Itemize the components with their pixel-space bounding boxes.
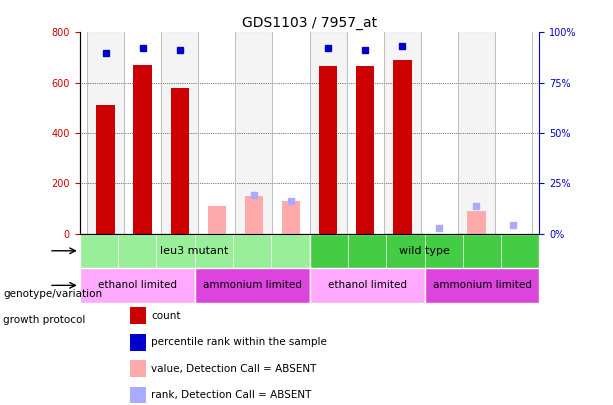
Bar (96, 105, 115, 234)
Bar (393, 60, 411, 234)
Bar (356, 66, 375, 234)
Text: percentile rank within the sample: percentile rank within the sample (151, 337, 327, 347)
Bar (134, 65, 152, 234)
Text: wild type: wild type (399, 246, 450, 256)
Bar (495, 32, 532, 234)
FancyBboxPatch shape (80, 268, 195, 303)
Text: rank, Detection Call = ABSENT: rank, Detection Call = ABSENT (151, 390, 311, 400)
Text: genotype/variation: genotype/variation (3, 289, 102, 298)
FancyBboxPatch shape (424, 268, 539, 303)
Bar (130, 386, 147, 403)
Bar (273, 32, 310, 234)
FancyBboxPatch shape (195, 268, 310, 303)
Bar (130, 307, 147, 324)
Bar (245, 196, 263, 234)
Bar (170, 88, 189, 234)
Text: leu3 mutant: leu3 mutant (161, 246, 229, 256)
Bar (199, 32, 235, 234)
Text: ammonium limited: ammonium limited (433, 280, 531, 290)
Bar (310, 32, 346, 234)
Bar (130, 334, 147, 351)
Bar (346, 32, 384, 234)
Bar (458, 32, 495, 234)
Bar (467, 211, 485, 234)
Bar (87, 32, 124, 234)
Text: ethanol limited: ethanol limited (327, 280, 406, 290)
Bar (235, 32, 273, 234)
Bar (421, 32, 458, 234)
Bar (384, 32, 421, 234)
Text: value, Detection Call = ABSENT: value, Detection Call = ABSENT (151, 364, 316, 374)
Text: count: count (151, 311, 180, 321)
FancyBboxPatch shape (310, 268, 424, 303)
Bar (161, 32, 199, 234)
Text: growth protocol: growth protocol (3, 315, 85, 325)
Bar (319, 66, 337, 234)
Text: ethanol limited: ethanol limited (97, 280, 177, 290)
Title: GDS1103 / 7957_at: GDS1103 / 7957_at (242, 16, 377, 30)
Bar (130, 360, 147, 377)
FancyBboxPatch shape (310, 234, 539, 268)
FancyBboxPatch shape (80, 234, 310, 268)
Bar (124, 32, 161, 234)
Bar (208, 206, 226, 234)
Bar (282, 201, 300, 234)
Text: ammonium limited: ammonium limited (203, 280, 302, 290)
